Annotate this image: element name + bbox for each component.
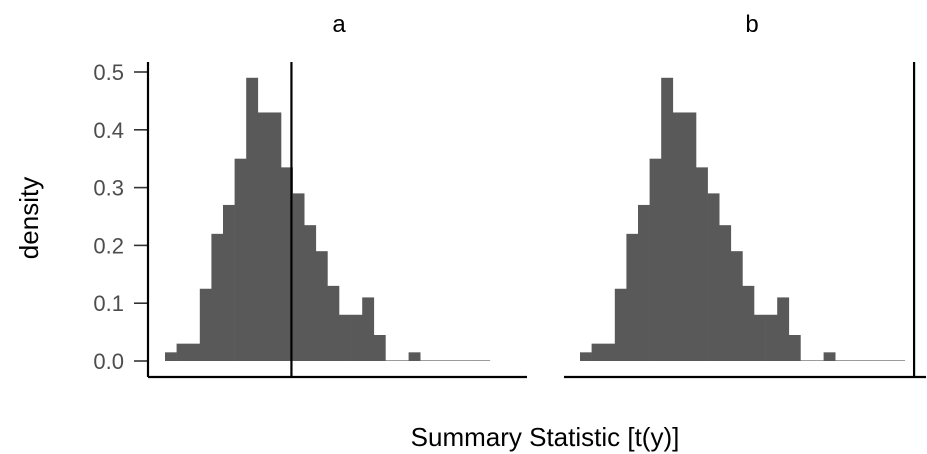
histogram-bar	[730, 251, 743, 361]
histogram-bar	[638, 204, 650, 361]
histogram-bar	[292, 193, 305, 361]
y-tick-label: 0.0	[93, 349, 124, 374]
histogram-bar	[246, 77, 259, 361]
histogram-bar	[719, 225, 732, 361]
histogram-bar	[339, 314, 351, 361]
histogram-bar	[823, 352, 836, 361]
y-tick-label: 0.4	[93, 118, 124, 143]
y-tick-label: 0.5	[93, 60, 124, 85]
histogram-bar	[269, 112, 282, 362]
histogram-bar	[281, 167, 293, 361]
x-axis-title: Summary Statistic [t(y)]	[411, 422, 680, 452]
histogram-bar	[614, 288, 627, 361]
histogram-bar	[777, 297, 790, 361]
histogram-bar	[466, 360, 479, 361]
histogram-bar	[188, 343, 201, 361]
y-axis-title: density	[14, 177, 44, 259]
histogram-bar	[742, 285, 755, 361]
histogram-bar	[661, 77, 674, 361]
panel-a-title: a	[332, 11, 346, 38]
panel-b: b	[564, 11, 926, 379]
y-axis: 0.0 0.1 0.2 0.3 0.4 0.5	[93, 60, 148, 374]
histogram-bar	[199, 288, 212, 361]
histogram-bar	[812, 360, 824, 361]
histogram-bar	[165, 352, 177, 361]
y-tick-label: 0.2	[93, 233, 124, 258]
histogram-bar	[257, 112, 270, 362]
histogram-bar	[385, 360, 398, 361]
histogram-bar	[362, 297, 375, 361]
histogram-bar	[765, 314, 778, 361]
histogram-bar	[420, 360, 433, 361]
histogram-bar	[478, 360, 491, 361]
histogram-bar	[350, 314, 363, 361]
histogram-bar	[223, 204, 235, 361]
histogram-bar	[408, 352, 421, 361]
histogram-bar	[788, 334, 801, 361]
histogram-bar	[234, 158, 247, 361]
histogram-bar	[858, 360, 871, 361]
panel-a: a	[146, 11, 527, 379]
histogram-bar	[603, 343, 616, 361]
histogram-bar	[754, 314, 766, 361]
histogram-bar	[835, 360, 848, 361]
y-tick-label: 0.1	[93, 291, 124, 316]
histogram-bar	[591, 343, 604, 361]
panel-a-bars	[165, 77, 491, 362]
histogram-bar	[176, 343, 189, 361]
histogram-bar	[649, 158, 662, 361]
histogram-bar	[881, 360, 894, 361]
histogram-bar	[455, 360, 467, 361]
histogram-bar	[397, 360, 409, 361]
histogram-bar	[707, 193, 720, 361]
histogram-bar	[626, 233, 639, 361]
histogram-bar	[684, 112, 697, 362]
y-tick-label: 0.3	[93, 176, 124, 201]
histogram-bar	[304, 225, 317, 361]
histogram-bar	[327, 285, 340, 361]
histogram-bar	[373, 334, 386, 361]
panel-b-bars	[580, 77, 906, 362]
histogram-bar	[846, 360, 859, 361]
panel-b-title: b	[745, 11, 758, 38]
histogram-bar	[443, 360, 456, 361]
histogram-bar	[580, 352, 592, 361]
histogram-bar	[870, 360, 882, 361]
histogram-bar	[800, 360, 813, 361]
histogram-bar	[315, 251, 328, 361]
histogram-bar	[211, 233, 224, 361]
histogram-bar	[431, 360, 444, 361]
histogram-bar	[893, 360, 906, 361]
histogram-bar	[672, 112, 685, 362]
histogram-bar	[696, 167, 708, 361]
